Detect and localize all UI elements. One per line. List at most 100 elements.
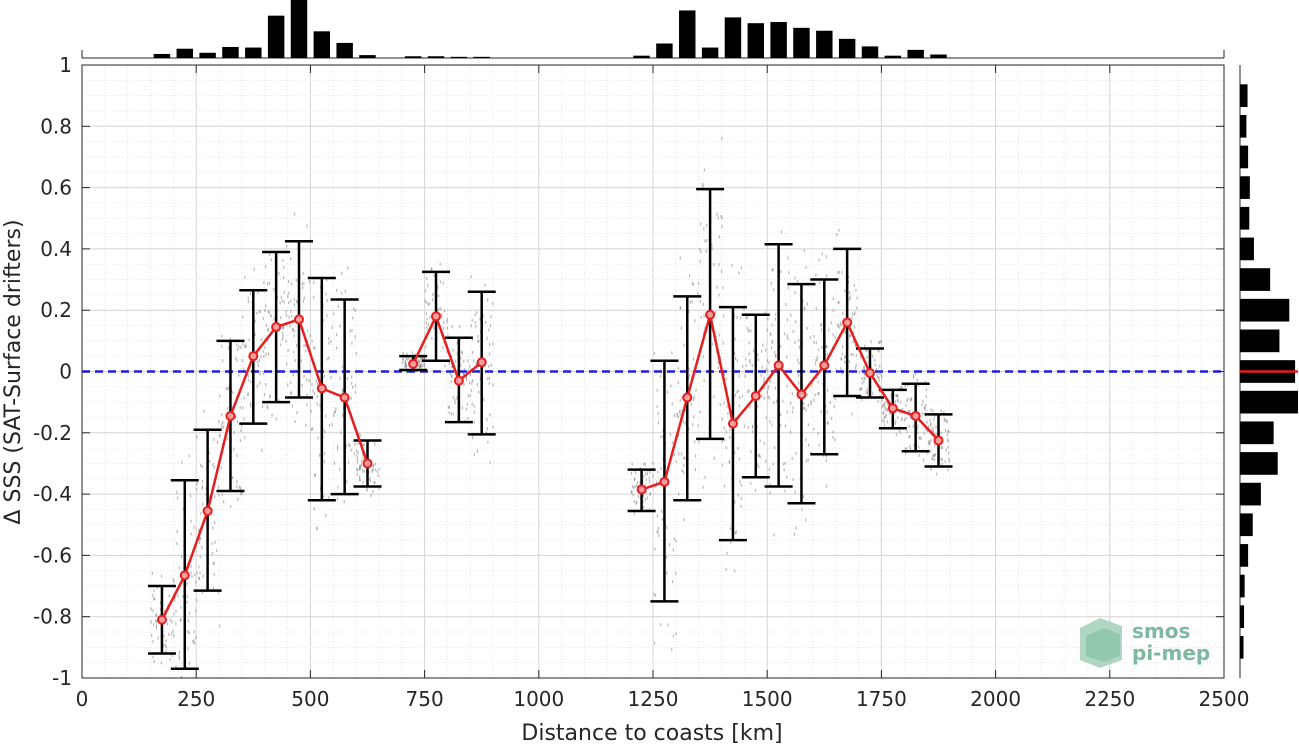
scatter-point [342,388,344,392]
scatter-point [219,394,221,398]
scatter-point [680,306,682,310]
scatter-point [285,310,287,314]
scatter-point [675,539,677,543]
scatter-point [202,574,204,578]
scatter-point [225,386,227,390]
scatter-point [236,454,238,458]
scatter-point [784,332,786,336]
scatter-point [405,371,408,375]
scatter-point [908,435,910,439]
scatter-point [835,368,838,372]
scatter-point [944,428,947,432]
scatter-point [925,403,927,407]
scatter-point [920,437,922,441]
scatter-point [692,283,694,287]
scatter-point [787,337,789,341]
scatter-point [310,409,312,413]
scatter-point [690,402,692,406]
scatter-point [200,511,202,515]
scatter-point [191,574,193,578]
scatter-point [859,387,861,391]
scatter-point [178,650,181,654]
scatter-point [801,507,803,511]
scatter-point [904,384,907,388]
scatter-point [257,364,259,368]
scatter-point [747,329,749,333]
scatter-point [247,392,249,396]
scatter-point [469,381,471,385]
scatter-point [352,316,354,320]
scatter-point [341,365,343,369]
scatter-point [247,300,250,304]
scatter-point [372,468,374,472]
scatter-point [262,316,264,320]
scatter-point [934,414,936,418]
scatter-point [729,540,732,544]
scatter-point [918,454,920,458]
scatter-point [770,282,772,286]
scatter-point [322,318,324,322]
scatter-point [932,457,934,461]
scatter-point [236,343,238,347]
scatter-point [160,607,162,611]
scatter-point [318,453,321,457]
scatter-point [866,390,869,394]
scatter-point [762,343,764,347]
scatter-point [760,349,763,353]
scatter-point [372,464,374,468]
scatter-point [738,374,740,378]
scatter-point [259,381,261,385]
scatter-point [683,343,685,347]
scatter-point [883,420,885,424]
scatter-point [722,341,724,345]
scatter-point [196,482,198,486]
scatter-point [182,507,185,511]
top-histogram-bar [176,48,194,58]
scatter-point [420,360,422,364]
scatter-point [775,313,777,317]
scatter-point [947,438,949,442]
scatter-point [406,352,408,356]
scatter-point [787,256,789,260]
scatter-point [288,315,290,319]
scatter-point [919,436,921,440]
scatter-point [372,463,375,467]
scatter-point [244,345,246,349]
grid [81,64,1225,679]
scatter-point [433,273,435,277]
scatter-point [688,274,691,278]
scatter-point [178,566,180,570]
series-point [202,505,213,516]
top-histogram-bar [290,0,308,58]
scatter-point [917,383,920,387]
scatter-point [316,402,318,406]
scatter-point [806,393,808,397]
scatter-point [653,641,656,645]
scatter-point [838,300,840,304]
scatter-point [885,413,887,417]
scatter-point [826,410,828,414]
scatter-point [163,643,165,647]
scatter-point [820,322,823,326]
scatter-point [792,329,794,333]
scatter-point [188,631,190,635]
scatter-point [784,424,787,428]
scatter-point [424,356,426,360]
scatter-point [470,275,472,279]
scatter-point [287,294,289,298]
top-histogram-bar [816,30,833,58]
scatter-point [672,634,675,638]
scatter-point [855,353,857,357]
scatter-point [749,359,751,363]
scatter-point [632,485,634,489]
scatter-point [313,507,315,511]
scatter-point [795,526,797,530]
scatter-point [894,422,897,426]
scatter-point [923,431,925,435]
scatter-point [456,396,458,400]
scatter-point [746,316,748,320]
scatter-point [769,420,771,424]
scatter-point [794,320,797,324]
scatter-point [634,485,636,489]
scatter-point [791,410,794,414]
